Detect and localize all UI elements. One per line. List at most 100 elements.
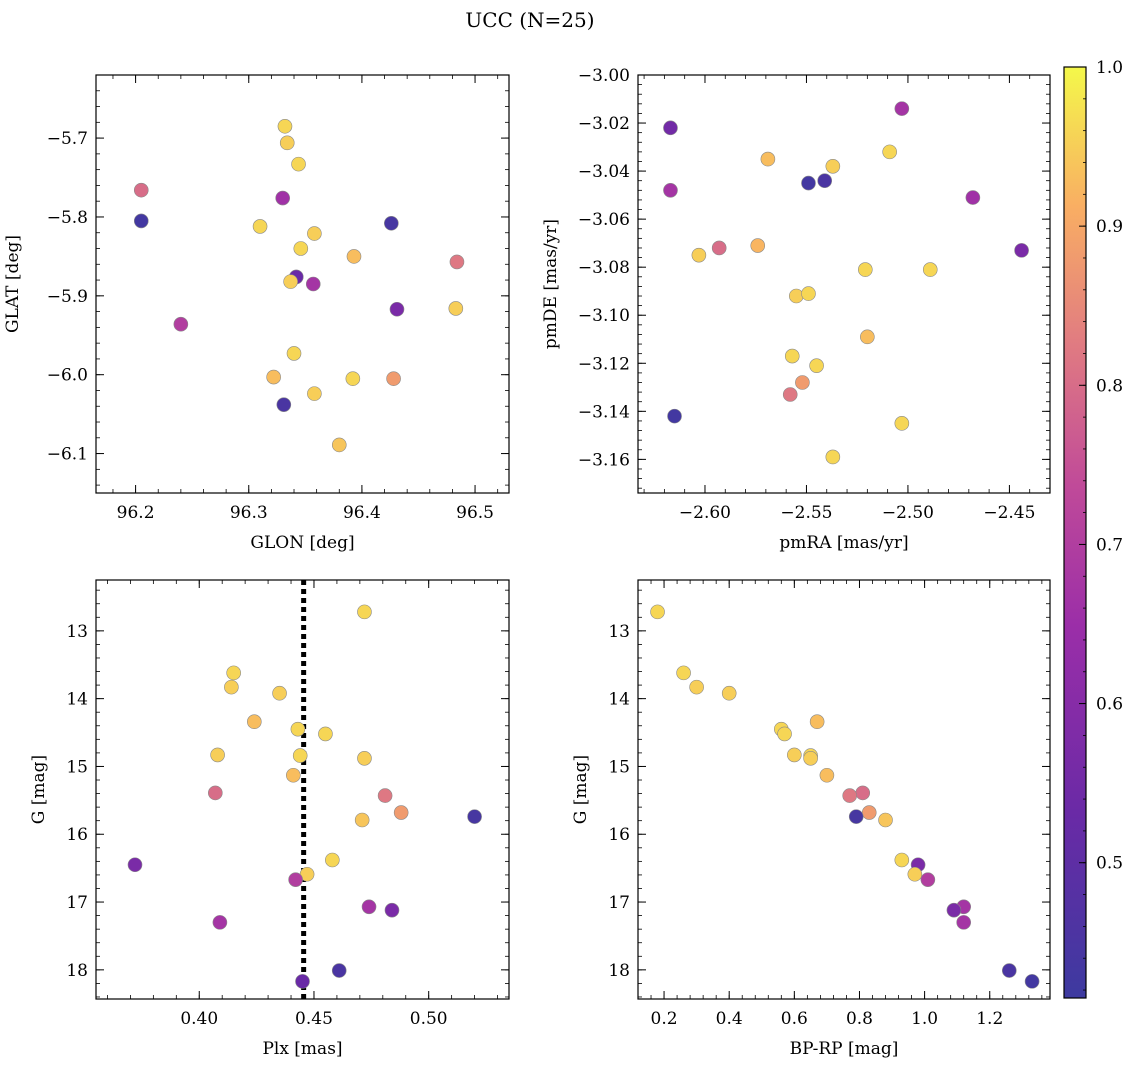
x-tick-label: −2.55 — [780, 503, 832, 523]
data-point — [787, 747, 802, 763]
data-point — [266, 369, 281, 385]
data-point — [354, 812, 370, 828]
data-point — [861, 805, 877, 820]
y-tick-label: −5.9 — [47, 287, 88, 307]
data-point — [789, 288, 804, 304]
data-point — [809, 714, 825, 730]
y-tick-label: 13 — [66, 622, 88, 642]
data-point — [357, 751, 372, 766]
x-tick-label: −2.50 — [882, 503, 934, 523]
data-point — [803, 751, 818, 766]
data-point — [318, 726, 333, 742]
y-tick-label: 16 — [608, 825, 630, 845]
data-point — [882, 144, 897, 160]
data-point — [801, 286, 816, 301]
y-tick-label: −3.12 — [578, 354, 630, 374]
data-point — [848, 809, 864, 824]
data-point — [691, 247, 707, 263]
data-point — [384, 902, 400, 918]
data-point — [389, 301, 405, 317]
y-axis-label: pmDE [mas/yr] — [541, 219, 561, 349]
data-point — [467, 809, 482, 824]
x-tick-label: 1.2 — [976, 1009, 1003, 1029]
y-tick-label: −3.04 — [578, 162, 630, 182]
data-point — [922, 262, 938, 277]
data-point — [858, 262, 873, 277]
data-point — [667, 408, 682, 424]
y-tick-label: 13 — [608, 622, 630, 642]
data-point — [357, 604, 372, 620]
data-point — [894, 852, 910, 868]
data-point — [325, 852, 340, 868]
data-point — [384, 215, 399, 231]
y-tick-label: −5.7 — [47, 129, 88, 149]
data-point — [711, 240, 727, 256]
x-tick-label: 0.45 — [295, 1009, 333, 1029]
x-tick-label: 0.2 — [651, 1009, 678, 1029]
y-tick-label: 18 — [608, 961, 630, 981]
data-point — [946, 902, 962, 918]
data-point — [224, 679, 239, 695]
data-point — [331, 437, 347, 453]
data-point — [842, 788, 857, 803]
data-point — [276, 397, 292, 412]
colorbar-gradient — [1063, 66, 1087, 999]
data-point — [817, 173, 833, 189]
colorbar-tick-label: 0.8 — [1096, 376, 1123, 396]
y-tick-label: −3.14 — [578, 402, 630, 422]
data-point — [293, 241, 309, 256]
panels-group: 96.2 96.3 96.4 96.5 −6.1 −6.0 −5.9 −5.8 −5.7 GLON… — [3, 66, 1051, 1059]
data-point — [1024, 974, 1040, 989]
data-point — [809, 358, 824, 373]
axes-frame — [637, 74, 1051, 494]
y-tick-label: 15 — [66, 757, 88, 777]
data-point — [208, 785, 223, 801]
y-tick-label: 17 — [608, 893, 630, 913]
data-point — [894, 416, 910, 431]
y-tick-label: −3.08 — [578, 258, 630, 278]
data-point — [801, 175, 816, 191]
data-point — [894, 101, 910, 116]
data-point — [133, 213, 149, 229]
y-tick-label: 14 — [608, 690, 630, 710]
data-point — [689, 679, 704, 695]
data-point — [252, 219, 268, 234]
data-point — [283, 274, 298, 289]
y-tick-label: −3.16 — [578, 450, 630, 470]
y-tick-label: 16 — [66, 825, 88, 845]
x-tick-label: 96.4 — [343, 503, 381, 523]
data-point — [272, 685, 287, 701]
y-tick-label: −6.1 — [47, 445, 88, 465]
x-tick-label: 96.3 — [230, 503, 268, 523]
x-tick-label: 1.0 — [911, 1009, 938, 1029]
data-point — [663, 120, 678, 136]
x-tick-label: 0.8 — [846, 1009, 873, 1029]
data-point — [210, 747, 225, 763]
data-point — [777, 726, 792, 742]
data-point — [1001, 963, 1017, 978]
data-point — [133, 182, 149, 198]
data-point — [650, 604, 665, 620]
y-tick-label: 15 — [608, 757, 630, 777]
data-point — [907, 866, 923, 882]
y-tick-label: −3.10 — [578, 306, 630, 326]
x-axis-label: BP-RP [mag] — [790, 1039, 899, 1059]
y-axis-label: G [mag] — [571, 755, 591, 824]
y-tick-label: 14 — [66, 690, 88, 710]
data-point — [277, 118, 293, 134]
colorbar-tick-label: 0.5 — [1096, 854, 1123, 874]
y-tick-label: 18 — [66, 961, 88, 981]
y-tick-label: −5.8 — [47, 208, 88, 228]
data-point — [1014, 243, 1029, 258]
colorbar: 0.5 0.6 0.7 0.8 0.9 1.0 — [1063, 58, 1123, 999]
y-tick-label: −3.06 — [578, 210, 630, 230]
data-point — [721, 685, 737, 701]
data-point — [345, 371, 361, 386]
data-point — [292, 748, 308, 763]
x-tick-label: 0.50 — [410, 1009, 448, 1029]
data-point — [288, 872, 303, 887]
data-point — [819, 767, 835, 783]
data-point — [307, 226, 322, 241]
data-point — [750, 238, 766, 253]
